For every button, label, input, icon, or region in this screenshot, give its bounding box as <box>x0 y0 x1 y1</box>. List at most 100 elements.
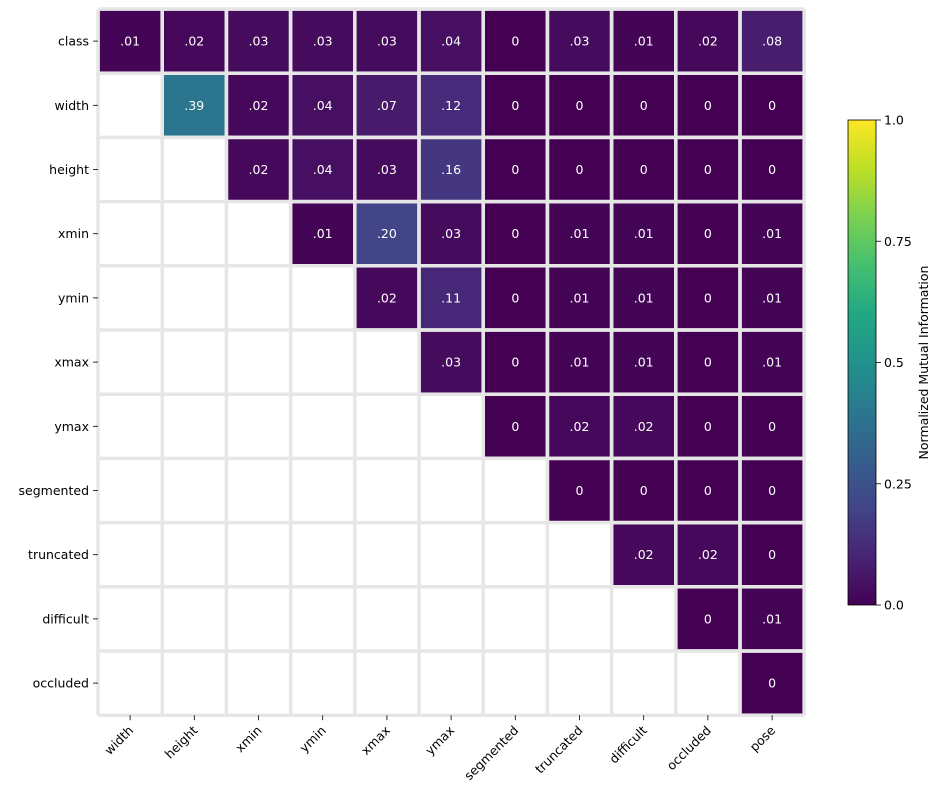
cell-truncated-height <box>163 524 225 586</box>
cell-height-width <box>99 139 161 200</box>
cell-truncated-difficult <box>613 524 675 586</box>
cell-ymax-difficult <box>613 395 675 457</box>
cell-class-segmented <box>484 10 546 72</box>
cell-height-segmented <box>484 139 546 200</box>
cell-value-class-ymin: .03 <box>313 34 333 49</box>
cell-ymax-xmax <box>356 395 418 457</box>
cell-xmax-xmax <box>356 331 418 393</box>
cell-ymin-segmented <box>484 267 546 329</box>
cell-truncated-xmin <box>228 524 289 586</box>
cell-value-xmax-segmented: 0 <box>511 355 519 370</box>
cell-difficult-pose <box>741 588 803 650</box>
cell-height-difficult <box>613 139 675 200</box>
column-label-ymax: ymax <box>422 723 457 758</box>
cell-value-truncated-difficult: .02 <box>634 547 654 562</box>
cell-ymin-pose <box>741 267 803 329</box>
cell-occluded-segmented <box>484 652 546 714</box>
cell-ymax-segmented <box>484 395 546 457</box>
cell-value-difficult-occluded: 0 <box>704 611 712 626</box>
cell-value-ymin-xmax: .02 <box>377 290 397 305</box>
cell-value-width-difficult: 0 <box>640 98 648 113</box>
cell-value-class-ymax: .04 <box>441 34 461 49</box>
cell-value-ymin-pose: .01 <box>762 290 782 305</box>
cell-ymin-ymin <box>292 267 354 329</box>
cell-truncated-ymin <box>292 524 354 586</box>
cell-width-xmax <box>356 74 418 136</box>
cell-truncated-occluded <box>677 524 739 586</box>
cell-xmax-ymax <box>420 331 482 393</box>
cell-value-height-segmented: 0 <box>511 162 519 177</box>
cell-width-width <box>99 74 161 136</box>
cell-truncated-xmax <box>356 524 418 586</box>
cell-occluded-xmax <box>356 652 418 714</box>
cell-class-xmin <box>228 10 289 72</box>
cell-value-height-difficult: 0 <box>640 162 648 177</box>
cell-ymin-xmax <box>356 267 418 329</box>
cell-ymin-difficult <box>613 267 675 329</box>
cell-width-ymax <box>420 74 482 136</box>
row-labels: class width height xmin ymin xmax ymax segmente… <box>19 34 98 691</box>
cell-difficult-xmin <box>228 588 289 650</box>
cell-segmented-width <box>99 460 161 521</box>
cell-class-ymin <box>292 10 354 72</box>
row-label-height: height <box>49 162 89 177</box>
cell-value-height-ymax: .16 <box>441 162 461 177</box>
cell-value-width-occluded: 0 <box>704 98 712 113</box>
colorbar-tick-label: 0.75 <box>884 234 912 249</box>
cell-xmax-difficult <box>613 331 675 393</box>
cell-occluded-height <box>163 652 225 714</box>
cell-class-pose <box>741 10 803 72</box>
cell-value-truncated-pose: 0 <box>768 547 776 562</box>
cell-segmented-difficult <box>613 460 675 521</box>
cell-value-width-pose: 0 <box>768 98 776 113</box>
cell-truncated-pose <box>741 524 803 586</box>
cell-value-ymax-difficult: .02 <box>634 419 654 434</box>
cell-value-class-xmin: .03 <box>249 34 269 49</box>
cell-segmented-xmax <box>356 460 418 521</box>
cell-ymin-width <box>99 267 161 329</box>
cell-occluded-width <box>99 652 161 714</box>
cell-xmin-xmin <box>228 203 289 265</box>
cell-xmax-truncated <box>549 331 610 393</box>
cell-value-ymax-truncated: .02 <box>570 419 590 434</box>
cell-value-height-pose: 0 <box>768 162 776 177</box>
column-label-difficult: difficult <box>606 723 650 767</box>
cell-value-height-truncated: 0 <box>576 162 584 177</box>
cell-height-xmax <box>356 139 418 200</box>
cell-xmax-height <box>163 331 225 393</box>
cell-ymin-truncated <box>549 267 610 329</box>
cell-ymax-occluded <box>677 395 739 457</box>
cell-difficult-ymax <box>420 588 482 650</box>
cell-value-xmin-segmented: 0 <box>511 226 519 241</box>
cell-segmented-height <box>163 460 225 521</box>
cell-truncated-segmented <box>484 524 546 586</box>
cell-ymax-ymin <box>292 395 354 457</box>
cell-value-height-xmax: .03 <box>377 162 397 177</box>
cell-height-height <box>163 139 225 200</box>
cell-difficult-difficult <box>613 588 675 650</box>
cell-segmented-xmin <box>228 460 289 521</box>
column-label-xmin: xmin <box>232 723 265 756</box>
colorbar-label: Normalized Mutual Information <box>916 266 931 460</box>
cell-height-truncated <box>549 139 610 200</box>
cell-value-xmin-difficult: .01 <box>634 226 654 241</box>
cell-width-xmin <box>228 74 289 136</box>
cell-value-ymin-segmented: 0 <box>511 290 519 305</box>
cell-value-width-truncated: 0 <box>576 98 584 113</box>
colorbar: 0.0 0.25 0.5 0.75 1.0 Normalized Mutual Info… <box>847 113 931 613</box>
cell-value-xmax-difficult: .01 <box>634 355 654 370</box>
cell-xmax-ymin <box>292 331 354 393</box>
cell-value-xmin-ymax: .03 <box>441 226 461 241</box>
cell-truncated-width <box>99 524 161 586</box>
cell-value-height-occluded: 0 <box>704 162 712 177</box>
cell-ymin-xmin <box>228 267 289 329</box>
row-label-xmax: xmax <box>54 355 89 370</box>
cell-difficult-segmented <box>484 588 546 650</box>
cell-value-xmin-occluded: 0 <box>704 226 712 241</box>
cell-xmin-difficult <box>613 203 675 265</box>
cell-height-xmin <box>228 139 289 200</box>
colorbar-tick-label: 0.25 <box>884 476 912 491</box>
cell-ymax-xmin <box>228 395 289 457</box>
cell-value-xmin-xmax: .20 <box>377 226 397 241</box>
cell-xmin-pose <box>741 203 803 265</box>
